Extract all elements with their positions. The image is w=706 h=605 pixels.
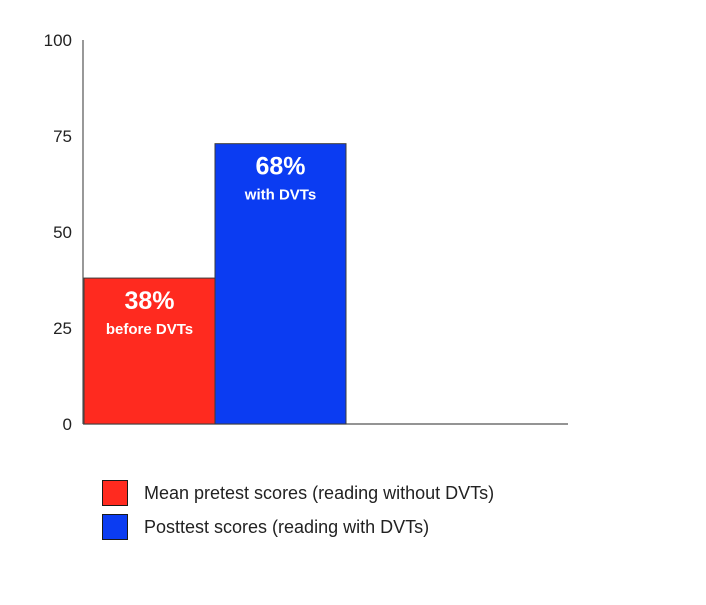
bar-data-labels: 38% before DVTs 68% with DVTs xyxy=(106,153,316,338)
y-tick-label: 0 xyxy=(63,415,72,434)
bars xyxy=(83,143,347,425)
bar xyxy=(214,143,347,425)
y-tick-labels: 0 25 50 75 100 xyxy=(44,31,72,434)
bar-value-label: 68% xyxy=(255,153,305,181)
legend-swatch-pretest xyxy=(102,480,128,506)
legend-label-posttest: Posttest scores (reading with DVTs) xyxy=(144,516,430,537)
y-tick-label: 75 xyxy=(53,127,72,146)
legend-swatch-posttest xyxy=(102,514,128,540)
legend-label-pretest: Mean pretest scores (reading without DVT… xyxy=(144,482,495,503)
legend: Mean pretest scores (reading without DVT… xyxy=(102,476,662,544)
bar-sub-label: before DVTs xyxy=(106,321,193,338)
legend-item: Posttest scores (reading with DVTs) xyxy=(102,510,662,544)
y-tick-label: 50 xyxy=(53,223,72,242)
bar-sub-label: with DVTs xyxy=(244,187,316,204)
bar-value-label: 38% xyxy=(124,287,174,315)
y-tick-label: 25 xyxy=(53,319,72,338)
y-tick-label: 100 xyxy=(44,31,72,50)
legend-item: Mean pretest scores (reading without DVT… xyxy=(102,476,662,510)
